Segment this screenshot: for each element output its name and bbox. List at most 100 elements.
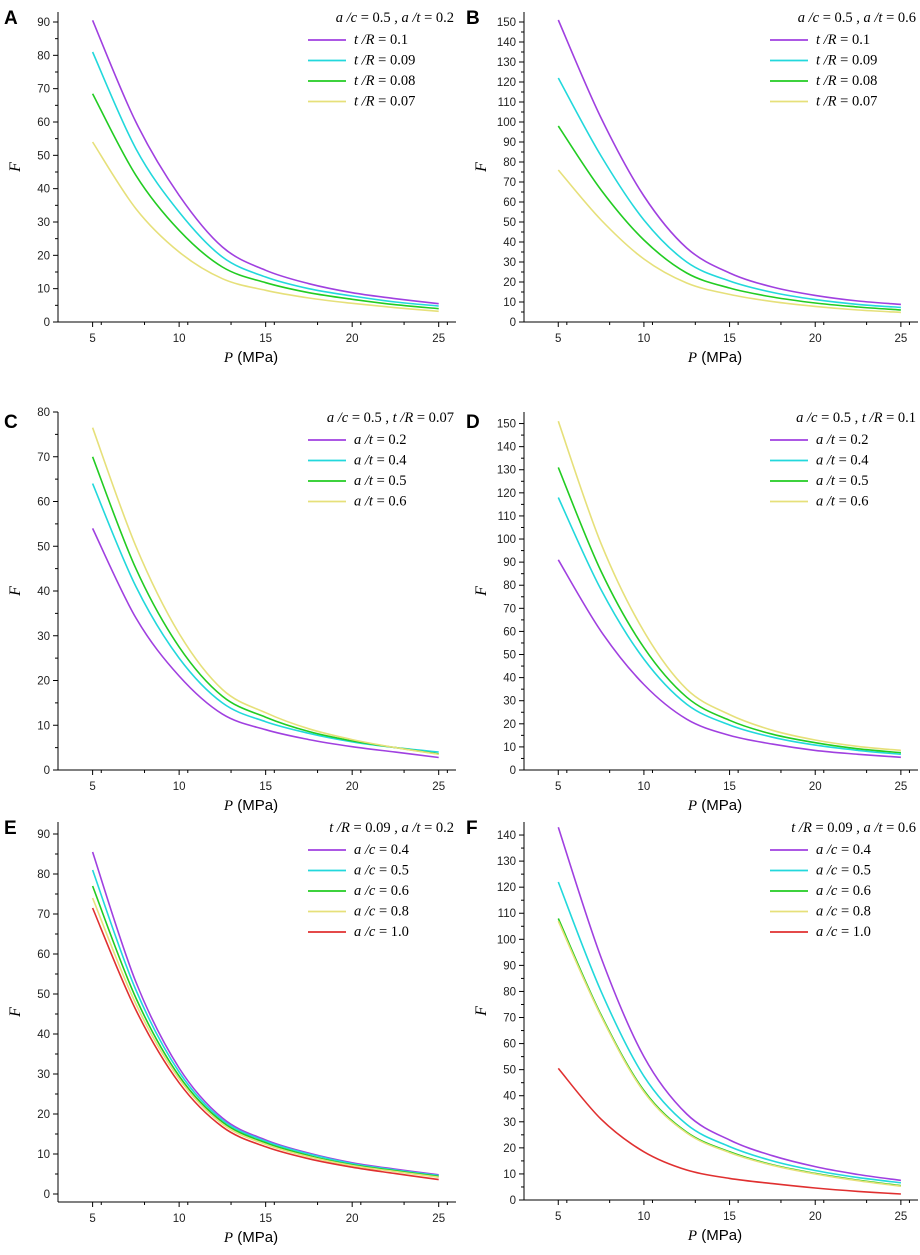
y-tick-label: 50 <box>37 541 50 553</box>
x-tick-label: 10 <box>638 333 651 345</box>
series-line-3 <box>557 467 901 754</box>
panel-letter-c: C <box>4 412 18 433</box>
y-tick-label: 30 <box>503 1117 516 1129</box>
y-tick-label: 90 <box>503 960 516 972</box>
x-tick-label: 10 <box>638 781 651 793</box>
y-tick-label: 30 <box>503 257 516 269</box>
y-tick-label: 70 <box>503 1013 516 1025</box>
legend-entry-label: t /R = 0.08 <box>354 73 415 89</box>
y-tick-label: 0 <box>44 317 50 329</box>
y-tick-label: 100 <box>497 534 516 546</box>
series-line-4 <box>557 420 901 752</box>
panel-c: C 0 10 20 30 40 50 60 70 80 5 10 15 20 25 P (MPa) Fa /c … <box>4 407 456 814</box>
legend-title: a /c = 0.5 , t /R = 0.1 <box>796 410 916 426</box>
x-tick-label: 20 <box>346 1213 359 1225</box>
x-tick-label: 15 <box>259 1213 272 1225</box>
series-line-1 <box>557 19 901 306</box>
y-tick-label: 80 <box>37 407 50 419</box>
x-tick-label: 5 <box>555 781 561 793</box>
x-tick-label: 25 <box>894 333 907 345</box>
x-axis-label: P (MPa) <box>223 1229 278 1246</box>
y-tick-label: 40 <box>37 184 50 196</box>
y-tick-label: 110 <box>498 511 516 523</box>
y-tick-label: 0 <box>44 1189 50 1201</box>
y-tick-label: 40 <box>503 1091 516 1103</box>
series-line-4 <box>91 897 439 1178</box>
legend-entry-label: t /R = 0.07 <box>354 94 415 110</box>
x-axis-label: P (MPa) <box>687 1227 742 1244</box>
legend-title: a /c = 0.5 , a /t = 0.6 <box>798 10 916 26</box>
panel-b: B 0 10 20 30 40 50 60 70 80 90 100 110 120 130 140 150 5 1… <box>466 8 918 366</box>
y-tick-label: 50 <box>503 217 516 229</box>
y-tick-label: 100 <box>497 934 516 946</box>
x-tick-label: 5 <box>89 1213 95 1225</box>
series-line-1 <box>557 826 902 1182</box>
x-tick-label: 15 <box>259 333 272 345</box>
y-tick-label: 90 <box>37 829 50 841</box>
y-tick-label: 120 <box>497 488 516 500</box>
legend-title: a /c = 0.5 , a /t = 0.2 <box>336 10 454 26</box>
legend-title: t /R = 0.09 , a /t = 0.6 <box>791 820 916 836</box>
y-tick-label: 110 <box>498 97 516 109</box>
y-tick-label: 40 <box>37 586 50 598</box>
y-axis-label: F <box>473 162 490 173</box>
x-axis-label: P (MPa) <box>687 797 742 814</box>
y-tick-label: 140 <box>497 442 516 454</box>
y-tick-label: 60 <box>503 626 516 638</box>
legend-entry-label: t /R = 0.1 <box>816 32 870 48</box>
series-line-4 <box>91 141 439 313</box>
y-tick-label: 110 <box>498 908 516 920</box>
y-tick-label: 0 <box>510 765 516 777</box>
y-tick-label: 20 <box>37 1109 50 1121</box>
series-line-1 <box>91 851 439 1176</box>
legend-entry-label: a /t = 0.4 <box>816 453 869 469</box>
panel-a: A 0 10 20 30 40 50 60 70 80 90 5 10 15 20 25 P (MPa) Fa /… <box>4 8 456 366</box>
x-tick-label: 5 <box>89 333 95 345</box>
y-tick-label: 130 <box>497 856 516 868</box>
y-tick-label: 0 <box>44 765 50 777</box>
y-tick-label: 90 <box>503 557 516 569</box>
legend-entry-label: a /c = 0.5 <box>354 863 409 879</box>
legend-entry-label: a /t = 0.2 <box>354 432 407 448</box>
y-tick-label: 60 <box>37 497 50 509</box>
y-tick-label: 30 <box>503 696 516 708</box>
legend-entry-label: a /c = 1.0 <box>816 924 871 940</box>
x-tick-label: 20 <box>809 781 822 793</box>
x-tick-label: 10 <box>638 1211 651 1223</box>
panel-d: D 0 10 20 30 40 50 60 70 80 90 100 110 120 130 140 150 5 1… <box>466 410 918 814</box>
x-tick-label: 20 <box>809 333 822 345</box>
legend-entry-label: t /R = 0.1 <box>354 32 408 48</box>
x-tick-label: 5 <box>555 1211 561 1223</box>
legend-entry-label: a /c = 1.0 <box>354 924 409 940</box>
legend-entry-label: a /c = 0.5 <box>816 863 871 879</box>
y-tick-label: 30 <box>37 217 50 229</box>
series-line-5 <box>557 1067 901 1195</box>
y-tick-label: 80 <box>37 50 50 62</box>
x-tick-label: 10 <box>173 781 186 793</box>
y-axis-label: F <box>473 1006 490 1017</box>
series-line-2 <box>557 77 901 309</box>
legend-entry-label: a /t = 0.5 <box>354 473 407 489</box>
legend-entry-label: a /t = 0.5 <box>816 473 869 489</box>
legend-entry-label: a /t = 0.2 <box>816 432 869 448</box>
legend-entry-label: t /R = 0.09 <box>816 53 877 69</box>
legend-entry-label: a /c = 0.6 <box>354 883 409 899</box>
y-tick-label: 40 <box>503 237 516 249</box>
series-line-3 <box>91 93 439 310</box>
legend-entry-label: a /t = 0.4 <box>354 453 407 469</box>
y-tick-label: 100 <box>497 117 516 129</box>
y-tick-label: 80 <box>37 869 50 881</box>
legend-entry-label: t /R = 0.09 <box>354 53 415 69</box>
y-tick-label: 10 <box>37 284 50 296</box>
x-tick-label: 15 <box>723 1211 736 1223</box>
series-line-1 <box>91 19 439 305</box>
y-tick-label: 60 <box>37 117 50 129</box>
y-tick-label: 70 <box>503 177 516 189</box>
legend-entry-label: a /c = 0.6 <box>816 883 871 899</box>
x-tick-label: 20 <box>809 1211 822 1223</box>
series-line-2 <box>557 881 901 1184</box>
series-line-4 <box>557 169 901 314</box>
series-line-2 <box>91 869 439 1177</box>
x-tick-label: 25 <box>894 1211 907 1223</box>
